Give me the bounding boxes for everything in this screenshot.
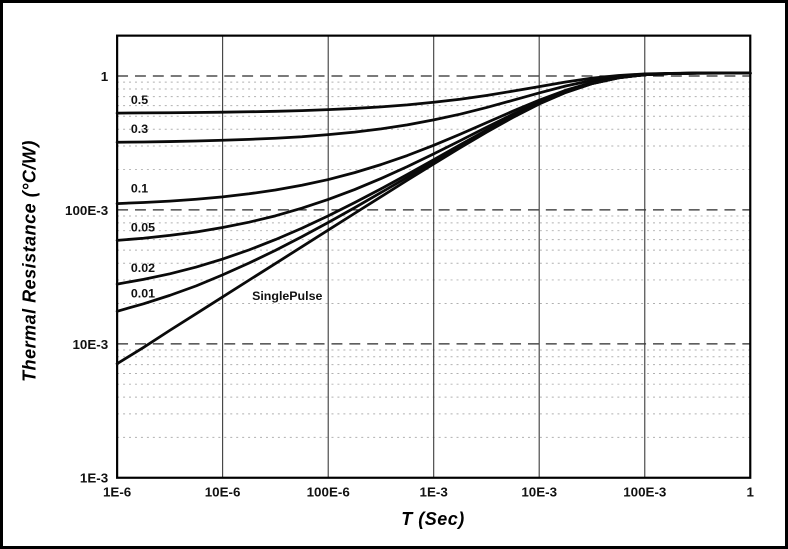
series-label-SinglePulse: SinglePulse — [252, 289, 322, 303]
y-tick-label: 1 — [101, 69, 109, 84]
series-label-0.01: 0.01 — [131, 286, 155, 300]
series-label-0.05: 0.05 — [131, 220, 155, 234]
series-label-0.3: 0.3 — [131, 122, 148, 136]
x-axis-title: T (Sec) — [401, 509, 465, 529]
chart-canvas: 0.5 0.3 0.1 0.05 0.02 0.01 SinglePulse 1E-6 10E-… — [65, 34, 755, 500]
series-label-0.02: 0.02 — [131, 261, 155, 275]
y-tick-label: 1E-3 — [80, 471, 108, 486]
series-label-0.1: 0.1 — [131, 181, 148, 195]
curve-SinglePulse — [115, 71, 752, 366]
x-tick-label: 1 — [747, 485, 755, 500]
x-tick-label: 100E-3 — [623, 485, 666, 500]
x-tick-label: 10E-6 — [205, 485, 241, 500]
series-label-0.5: 0.5 — [131, 93, 148, 107]
plot-border — [116, 34, 752, 479]
y-tick-label: 100E-3 — [65, 203, 108, 218]
x-tick-label: 100E-6 — [307, 485, 350, 500]
x-tick-label: 1E-6 — [103, 485, 131, 500]
x-tick-label: 1E-3 — [420, 485, 448, 500]
y-tick-label: 10E-3 — [72, 337, 108, 352]
x-tick-label: 10E-3 — [521, 485, 557, 500]
